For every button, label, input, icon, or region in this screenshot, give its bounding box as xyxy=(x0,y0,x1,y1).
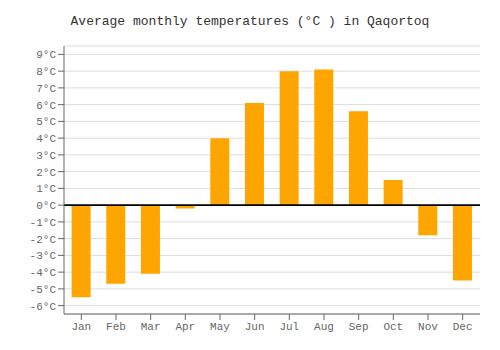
svg-text:Nov: Nov xyxy=(418,321,438,333)
svg-text:2°C: 2°C xyxy=(36,167,56,179)
svg-text:8°C: 8°C xyxy=(36,66,56,78)
svg-text:5°C: 5°C xyxy=(36,116,56,128)
svg-text:6°C: 6°C xyxy=(36,100,56,112)
svg-text:-5°C: -5°C xyxy=(30,284,57,296)
svg-text:-6°C: -6°C xyxy=(30,301,57,313)
svg-text:Oct: Oct xyxy=(383,321,403,333)
svg-text:-1°C: -1°C xyxy=(30,217,57,229)
svg-text:3°C: 3°C xyxy=(36,150,56,162)
svg-text:4°C: 4°C xyxy=(36,133,56,145)
svg-text:Mar: Mar xyxy=(141,321,161,333)
svg-text:7°C: 7°C xyxy=(36,83,56,95)
svg-text:-2°C: -2°C xyxy=(30,234,57,246)
svg-text:Dec: Dec xyxy=(453,321,473,333)
svg-text:Sep: Sep xyxy=(349,321,369,333)
html-text:Average monthly temperatures (: Average monthly temperatures (°C ) in Qa… xyxy=(70,14,430,29)
svg-text:Jan: Jan xyxy=(71,321,91,333)
svg-text:Jun: Jun xyxy=(245,321,265,333)
svg-text:Feb: Feb xyxy=(106,321,126,333)
svg-text:0°C: 0°C xyxy=(36,200,56,212)
svg-text:May: May xyxy=(210,321,230,333)
svg-text:Jul: Jul xyxy=(279,321,299,333)
svg-text:9°C: 9°C xyxy=(36,49,56,61)
svg-text:1°C: 1°C xyxy=(36,183,56,195)
svg-text:-4°C: -4°C xyxy=(30,267,57,279)
svg-text:Apr: Apr xyxy=(175,321,195,333)
svg-text:Aug: Aug xyxy=(314,321,334,333)
svg-text:-3°C: -3°C xyxy=(30,250,57,262)
